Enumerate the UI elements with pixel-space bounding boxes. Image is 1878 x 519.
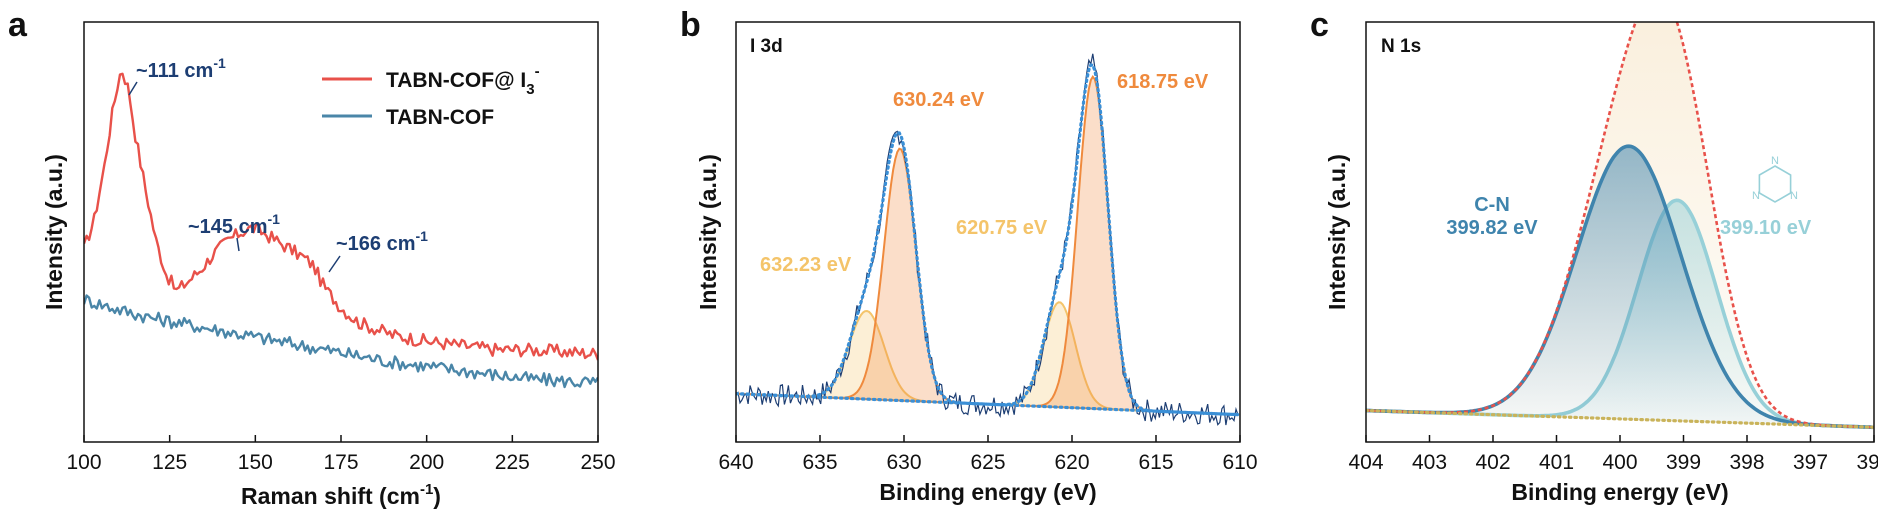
- fit-envelope-b: [736, 63, 1240, 417]
- svg-text:N: N: [1752, 190, 1760, 202]
- background-c: [1366, 408, 1874, 429]
- legend-label-tabn-cof-i3: TABN-COF@ I3-: [386, 63, 540, 98]
- peak-fill-3: [736, 76, 1238, 415]
- legend-label-tabn-cof: TABN-COF: [386, 106, 494, 129]
- peak-fill-c-0: [1366, 146, 1873, 428]
- panel-b: b 640 635 630 625 620 615 610 I 3d Intensity (…: [680, 6, 1258, 505]
- x-axis-title-b: Binding energy (eV): [879, 479, 1096, 505]
- series-line-tabn-cof: [84, 294, 598, 389]
- peak-value-399-10: 399.10 eV: [1720, 217, 1812, 239]
- peak-fill-1: [736, 148, 1238, 415]
- annotation-166: ~166 cm-1: [336, 228, 428, 255]
- x-a-tick-label-250: 250: [580, 451, 615, 474]
- x-c-tick-label-400: 400: [1602, 451, 1637, 474]
- panel-title-c: N 1s: [1381, 36, 1421, 57]
- x-b-tick-label-630: 630: [886, 451, 921, 474]
- peak-label-c-n: C-N: [1474, 194, 1510, 216]
- peak-curve-1: [736, 147, 1239, 416]
- x-b-tick-label-635: 635: [802, 451, 837, 474]
- annotation-111-leader: [128, 81, 138, 96]
- series-line-tabn-cof-i3: [84, 72, 598, 361]
- annotations-a: ~111 cm-1 ~145 cm-1 ~166 cm-1: [128, 55, 428, 273]
- x-c-tick-label-402: 402: [1475, 451, 1510, 474]
- x-axis-title-a: Raman shift (cm-1): [241, 481, 441, 509]
- x-b-tick-label-610: 610: [1222, 451, 1257, 474]
- x-c-tick-label-401: 401: [1539, 451, 1574, 474]
- x-a-tick-label-175: 175: [323, 451, 358, 474]
- x-c-tick-label-397: 397: [1793, 451, 1828, 474]
- peak-label-630: 630.24 eV: [893, 89, 985, 111]
- x-a-tick-label-200: 200: [409, 451, 444, 474]
- x-a-tick-label-100: 100: [66, 451, 101, 474]
- x-a-tick-label-125: 125: [152, 451, 187, 474]
- panel-letter-b: b: [680, 6, 701, 44]
- x-a-tick-label-225: 225: [495, 451, 530, 474]
- peak-fill-0: [736, 311, 1238, 415]
- annotation-166-leader: [328, 255, 341, 273]
- triazine-icon: N N N: [1752, 155, 1798, 203]
- panel-letter-a: a: [8, 6, 28, 44]
- x-c-tick-label-398: 398: [1729, 451, 1764, 474]
- peak-label-618: 618.75 eV: [1117, 71, 1209, 93]
- peak-curve-0: [736, 309, 1239, 416]
- x-axis-title-c: Binding energy (eV): [1511, 479, 1728, 505]
- peak-curve-3: [736, 75, 1239, 416]
- x-a-tick-label-150: 150: [238, 451, 273, 474]
- x-c-tick-label-399: 399: [1666, 451, 1701, 474]
- svg-text:N: N: [1790, 190, 1798, 202]
- x-c-tick-label-403: 403: [1412, 451, 1447, 474]
- panel-letter-c: c: [1310, 6, 1329, 44]
- x-b-tick-label-640: 640: [718, 451, 753, 474]
- peak-value-399-82: 399.82 eV: [1446, 217, 1538, 239]
- peak-label-620: 620.75 eV: [956, 217, 1048, 239]
- panel-title-b: I 3d: [750, 36, 783, 57]
- annotation-145: ~145 cm-1: [188, 211, 280, 238]
- peak-label-632: 632.23 eV: [760, 254, 852, 276]
- y-axis-title-a: Intensity (a.u.): [41, 154, 67, 310]
- y-axis-title-c: Intensity (a.u.): [1324, 154, 1350, 310]
- panel-c: c 404 403 402 401 400 399 398 397 396 N 1s Inten…: [1310, 6, 1878, 505]
- y-axis-title-b: Intensity (a.u.): [695, 154, 721, 310]
- background-b: [736, 392, 1240, 417]
- svg-text:N: N: [1771, 155, 1779, 167]
- panel-a: a 100 125 150 175 200 225 250 Intensity (a.u.)…: [8, 6, 616, 509]
- x-b-tick-label-620: 620: [1054, 451, 1089, 474]
- x-b-tick-label-615: 615: [1138, 451, 1173, 474]
- annotation-145-leader: [236, 237, 240, 252]
- x-c-tick-label-404: 404: [1348, 451, 1383, 474]
- annotation-111: ~111 cm-1: [136, 55, 226, 82]
- x-b-tick-label-625: 625: [970, 451, 1005, 474]
- x-c-tick-label-396: 396: [1856, 451, 1878, 474]
- raw-spectrum-b: [736, 53, 1239, 426]
- legend-a: TABN-COF@ I3- TABN-COF: [322, 63, 540, 129]
